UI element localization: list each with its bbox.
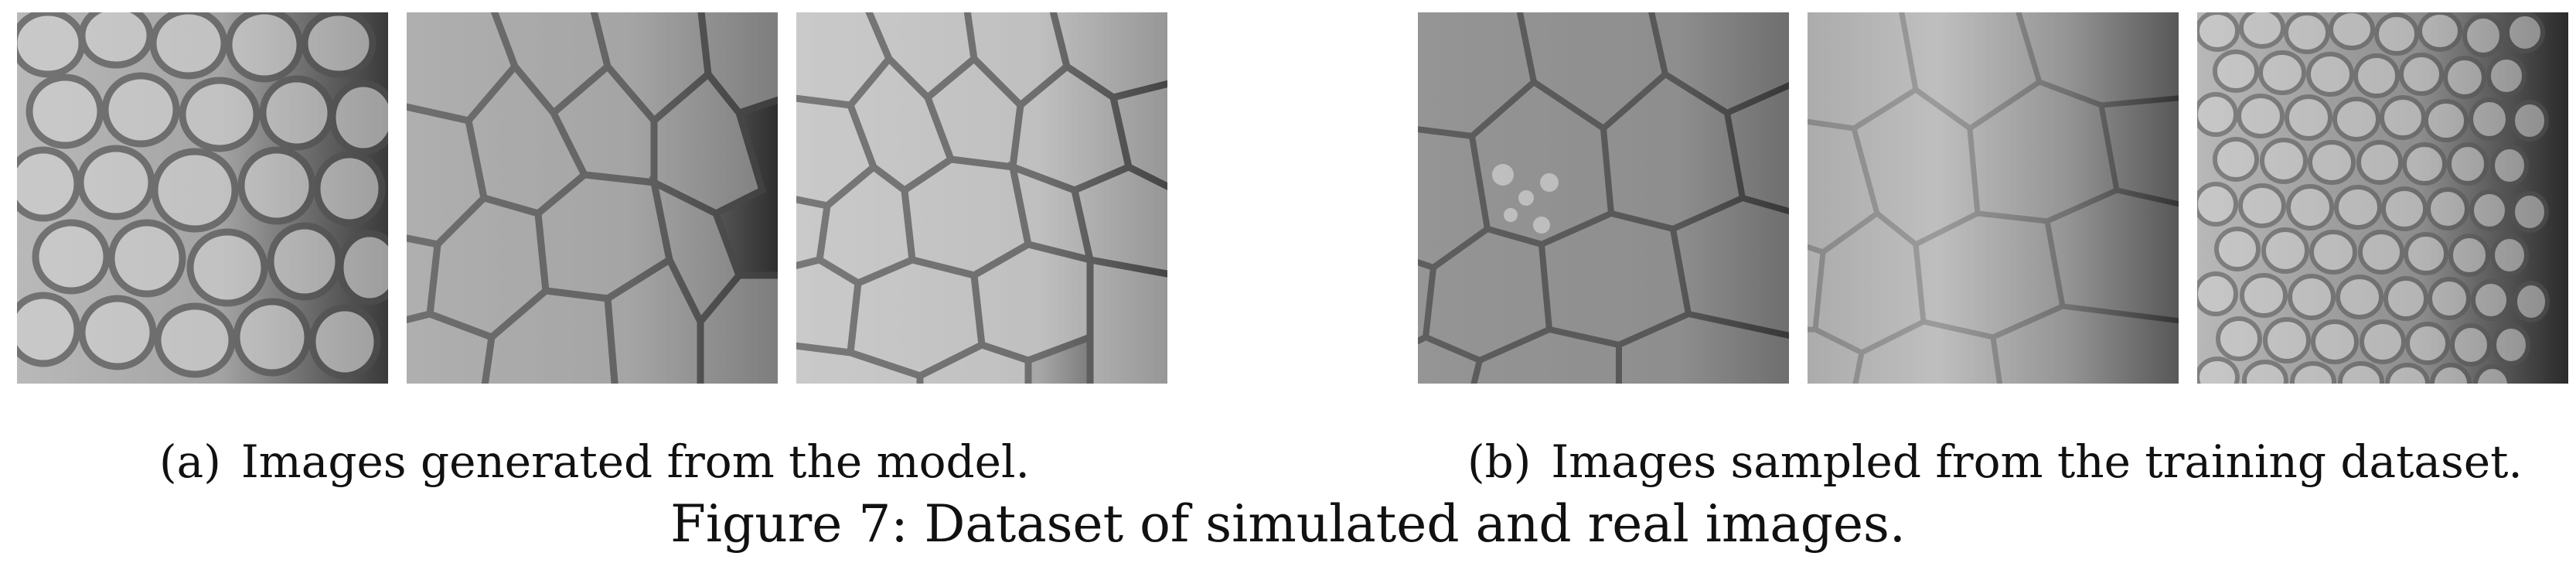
real-image-3 (2197, 12, 2568, 384)
cell-mosaic-image (2197, 12, 2568, 384)
subfigure-caption: Images sampled from the training dataset… (1551, 435, 2523, 488)
cell-mosaic-image (17, 12, 388, 384)
subfigure-tag: (b) (1467, 435, 1532, 488)
real-image-2 (1808, 12, 2179, 384)
subcaption-a: (a) Images generated from the model. (159, 435, 1030, 489)
cell-mosaic-image (407, 12, 778, 384)
cell-mosaic-image (1418, 12, 1789, 384)
subfigure-tag: (a) (159, 435, 221, 488)
real-image-1 (1418, 12, 1789, 384)
subcaption-b: (b) Images sampled from the training data… (1467, 435, 2523, 489)
subfigure-caption: Images generated from the model. (240, 435, 1030, 488)
cell-mosaic-image (796, 12, 1167, 384)
simulated-image-2 (407, 12, 778, 384)
figure-caption: Figure 7: Dataset of simulated and real … (670, 494, 1906, 554)
simulated-image-1 (17, 12, 388, 384)
cell-mosaic-image (1808, 12, 2179, 384)
simulated-image-3 (796, 12, 1167, 384)
